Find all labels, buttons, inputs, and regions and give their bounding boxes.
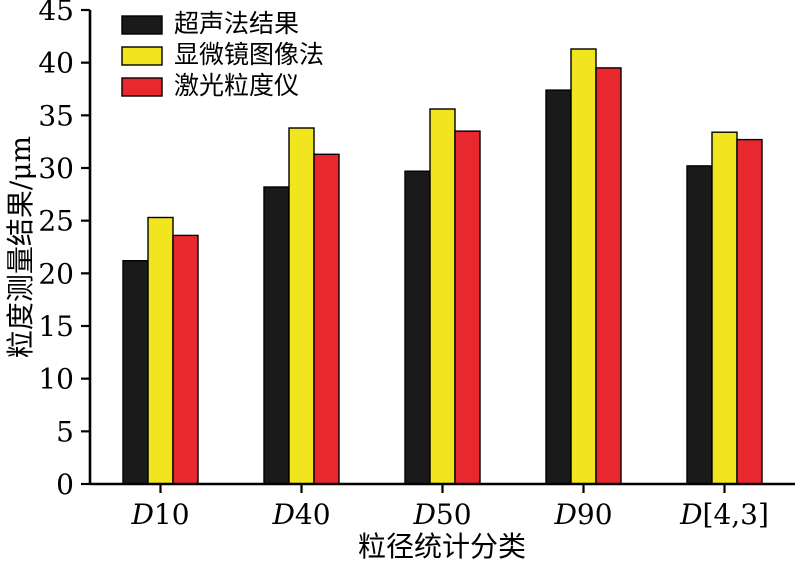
bar-D10-series1 <box>147 216 174 485</box>
y-tick-label: 10 <box>38 363 74 396</box>
legend-label-0: 超声法结果 <box>174 9 299 38</box>
bar-D90-series0 <box>545 89 572 485</box>
bar-D90-series2 <box>595 67 622 485</box>
bar-D40-series0 <box>263 186 290 485</box>
legend-swatch-1 <box>121 46 163 66</box>
legend-swatch-2 <box>121 77 163 97</box>
y-axis-title: 粒度测量结果/μm <box>4 136 37 358</box>
x-tick-label: D50 <box>412 498 471 531</box>
legend-swatch-0 <box>121 15 163 35</box>
bar-D50-series0 <box>404 170 431 485</box>
x-tick-label: D40 <box>271 498 330 531</box>
bar-D[4,3]-series0 <box>686 165 713 485</box>
bar-D40-series2 <box>313 153 340 485</box>
y-tick-label: 0 <box>56 468 74 501</box>
bar-D40-series1 <box>288 127 315 485</box>
y-tick-label: 30 <box>38 152 74 185</box>
bars-layer <box>122 48 763 485</box>
bar-D[4,3]-series1 <box>711 131 738 485</box>
y-tick-label: 35 <box>38 99 74 132</box>
x-tick-label: D[4,3] <box>679 498 769 531</box>
x-tick-label: D10 <box>130 498 189 531</box>
bar-D10-series0 <box>122 260 149 485</box>
x-axis-title: 粒径统计分类 <box>358 530 526 563</box>
bar-D[4,3]-series2 <box>736 138 763 485</box>
y-tick-label: 25 <box>38 205 74 238</box>
bar-D10-series2 <box>172 234 199 485</box>
bar-D50-series2 <box>454 130 481 485</box>
axes-layer: 0 5 10 15 20 25 30 35 40 45 D10 D40 D50 D90 D[4,3] <box>38 0 795 531</box>
y-tick-label: 20 <box>38 257 74 290</box>
y-tick-label: 5 <box>56 415 74 448</box>
y-tick-label: 15 <box>38 310 74 343</box>
legend-label-1: 显微镜图像法 <box>174 40 324 69</box>
y-tick-label: 45 <box>38 0 74 27</box>
legend-label-2: 激光粒度仪 <box>174 71 299 100</box>
bar-D50-series1 <box>429 108 456 485</box>
y-tick-label: 40 <box>38 47 74 80</box>
bar-D90-series1 <box>570 48 597 485</box>
x-tick-label: D90 <box>553 498 612 531</box>
